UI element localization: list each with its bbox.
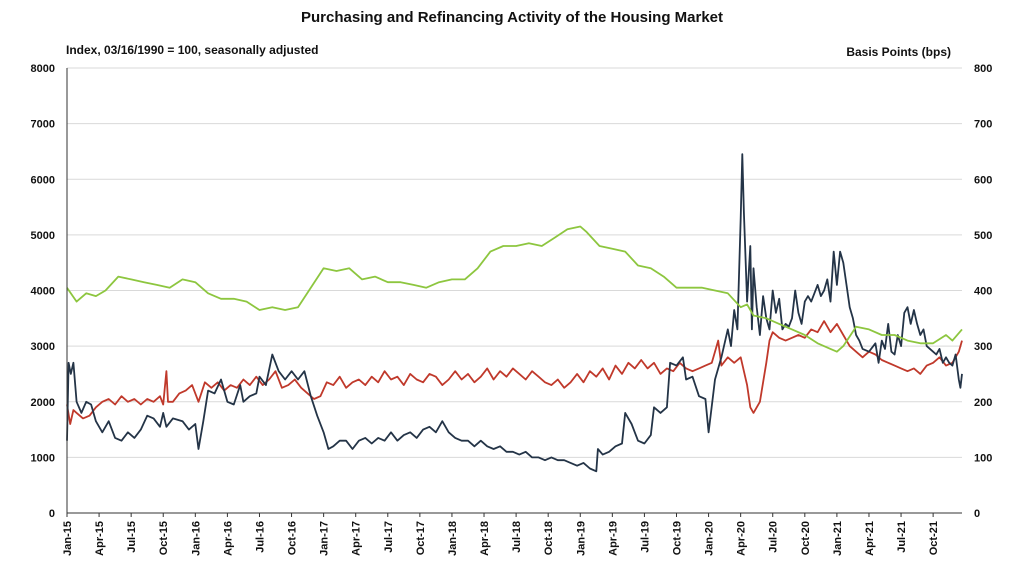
right-axis-label: Basis Points (bps) bbox=[846, 45, 951, 59]
x-tick-label: Jul-18 bbox=[511, 521, 523, 553]
y-left-tick-label: 7000 bbox=[31, 119, 55, 131]
chart-title: Purchasing and Refinancing Activity of t… bbox=[301, 9, 723, 26]
x-tick-label: Oct-18 bbox=[543, 521, 555, 555]
x-tick-label: Apr-19 bbox=[607, 521, 619, 556]
x-tick-label: Jul-21 bbox=[896, 521, 908, 553]
x-tick-label: Apr-16 bbox=[222, 521, 234, 556]
x-tick-label: Jan-15 bbox=[62, 521, 74, 556]
x-tick-label: Apr-21 bbox=[864, 521, 876, 556]
axes bbox=[66, 68, 962, 517]
x-tick-label: Jul-20 bbox=[768, 521, 780, 553]
x-tick-label: Jan-21 bbox=[832, 521, 844, 556]
x-tick-label: Oct-16 bbox=[287, 521, 299, 555]
y-left-tick-label: 0 bbox=[49, 508, 55, 520]
x-tick-label: Jan-20 bbox=[704, 521, 716, 556]
x-tick-label: Jan-16 bbox=[190, 521, 202, 556]
x-tick-label: Oct-15 bbox=[158, 521, 170, 555]
y-right-tick-label: 200 bbox=[974, 397, 992, 409]
x-tick-label: Oct-21 bbox=[928, 521, 940, 555]
x-tick-label: Jan-18 bbox=[447, 521, 459, 556]
series-line-1 bbox=[66, 320, 963, 425]
y-left-tick-label: 2000 bbox=[31, 397, 55, 409]
y-right-tick-label: 500 bbox=[974, 230, 992, 242]
series-layer bbox=[66, 153, 963, 473]
y-left-tick-label: 8000 bbox=[31, 63, 55, 75]
x-tick-label: Oct-19 bbox=[671, 521, 683, 555]
y-right-tick-label: 600 bbox=[974, 174, 992, 186]
x-tick-label: Jul-16 bbox=[254, 521, 266, 553]
gridlines bbox=[67, 67, 962, 458]
y-left-tick-label: 3000 bbox=[31, 341, 55, 353]
x-tick-label: Apr-18 bbox=[479, 521, 491, 556]
x-tick-label: Apr-20 bbox=[736, 521, 748, 556]
left-axis-label: Index, 03/16/1990 = 100, seasonally adju… bbox=[66, 43, 319, 57]
x-tick-label: Jul-15 bbox=[126, 521, 138, 553]
y-right-tick-label: 0 bbox=[974, 508, 980, 520]
x-tick-label: Jul-17 bbox=[383, 521, 395, 553]
x-tick-label: Oct-17 bbox=[415, 521, 427, 555]
x-tick-label: Apr-15 bbox=[94, 521, 106, 556]
y-right-tick-label: 300 bbox=[974, 341, 992, 353]
y-right-tick-label: 400 bbox=[974, 286, 992, 298]
y-right-tick-label: 700 bbox=[974, 119, 992, 131]
tick-labels: 0 1000 2000 3000 4000 5000 6000 7000 8000 0 100 200… bbox=[31, 63, 993, 556]
series-line-2 bbox=[66, 225, 963, 353]
y-left-tick-label: 4000 bbox=[31, 286, 55, 298]
x-tick-label: Apr-17 bbox=[351, 521, 363, 556]
x-tick-label: Jul-19 bbox=[639, 521, 651, 553]
x-tick-label: Jan-17 bbox=[319, 521, 331, 556]
y-left-tick-label: 5000 bbox=[31, 230, 55, 242]
y-right-tick-label: 100 bbox=[974, 452, 992, 464]
x-tick-label: Jan-19 bbox=[575, 521, 587, 556]
y-right-tick-label: 800 bbox=[974, 63, 992, 75]
y-left-tick-label: 1000 bbox=[31, 452, 55, 464]
x-tick-label: Oct-20 bbox=[800, 521, 812, 555]
y-left-tick-label: 6000 bbox=[31, 174, 55, 186]
series-line-0 bbox=[66, 153, 963, 473]
